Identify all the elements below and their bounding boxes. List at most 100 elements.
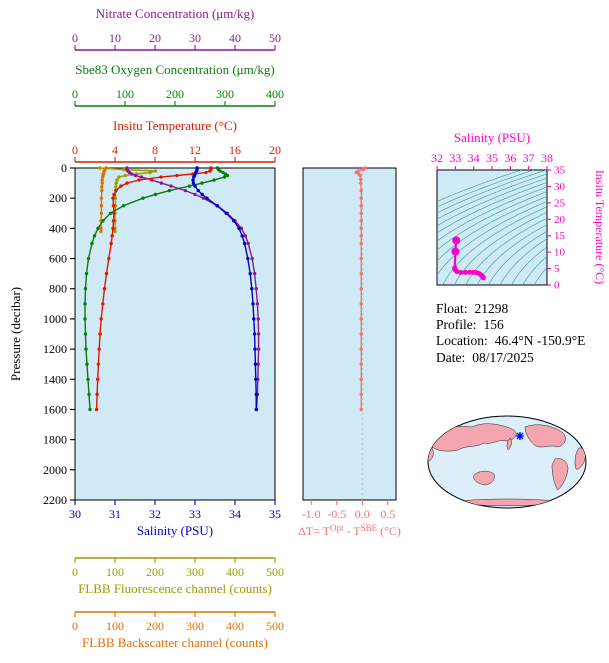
- oxygen-marker: [141, 196, 145, 200]
- temperature-tick-label: 0: [72, 143, 78, 157]
- temperature-marker: [104, 271, 109, 276]
- salinity-marker: [240, 234, 244, 238]
- fluorescence-marker: [98, 166, 102, 170]
- density-contour: [476, 224, 547, 285]
- delta-t-marker: [359, 392, 363, 397]
- location-value: 46.4°N -150.9°E: [494, 333, 586, 349]
- nitrate-marker: [256, 332, 261, 336]
- pressure-tick-label: 1600: [43, 402, 67, 416]
- temperature-tick-label: 20: [269, 143, 281, 157]
- salinity-marker: [232, 219, 236, 223]
- oxygen-tick-label: 200: [166, 87, 184, 101]
- landmass-greenland: [565, 423, 575, 432]
- profile-info-row: Profile: 156: [436, 317, 585, 333]
- nitrate-marker: [169, 184, 173, 188]
- delta-t-marker: [359, 256, 363, 261]
- delta-t-marker: [359, 226, 363, 231]
- delta-t-marker: [359, 302, 363, 306]
- backscatter-tick-label: 500: [266, 619, 284, 633]
- map-land-group: [428, 423, 586, 506]
- oxygen-tick-label: 100: [116, 87, 134, 101]
- oxygen-tick-label: 400: [266, 87, 284, 101]
- temperature-marker: [175, 173, 179, 178]
- salinity-marker: [191, 178, 195, 182]
- nitrate-marker: [256, 317, 260, 321]
- ts-salinity-tick-label: 37: [523, 151, 535, 165]
- nitrate-marker: [193, 192, 197, 197]
- salinity-tick-label: 30: [69, 507, 81, 521]
- pressure-tick-label: 1800: [43, 433, 67, 447]
- oxygen-marker: [187, 184, 192, 188]
- temperature-marker: [107, 256, 111, 261]
- fluorescence-tick-label: 100: [106, 565, 124, 579]
- ts-marker: [480, 275, 486, 281]
- temperature-tick-label: 4: [112, 143, 118, 157]
- landmass-south-america: [551, 458, 569, 491]
- landmass-eurasia: [429, 423, 517, 452]
- temperature-marker: [119, 184, 123, 188]
- density-contour: [465, 217, 547, 285]
- density-contour: [499, 238, 547, 285]
- oxygen-marker: [167, 188, 172, 193]
- date-label: Date:: [436, 349, 466, 365]
- oxygen-marker: [212, 178, 216, 182]
- salinity-marker: [196, 188, 200, 193]
- ts-salinity-tick-label: 35: [486, 151, 498, 165]
- delta-t-plot: -1.0 -0.5 0.0 0.5 ΔT= TOpt - TSBE (°C): [298, 166, 401, 538]
- fluorescence-tick-label: 0: [72, 565, 78, 579]
- oxygen-marker: [218, 169, 222, 173]
- oxygen-marker: [87, 392, 91, 397]
- oxygen-marker: [85, 362, 89, 366]
- landmass-australia: [473, 470, 495, 486]
- temperature-marker: [109, 241, 113, 246]
- density-contour: [437, 170, 522, 202]
- salinity-marker: [253, 362, 258, 366]
- density-contour: [437, 182, 547, 234]
- ts-salinity-axis-title: Salinity (PSU): [454, 130, 530, 145]
- temperature-tick-label: 12: [189, 143, 201, 157]
- fluorescence-marker: [114, 185, 118, 189]
- float-label: Float:: [436, 301, 468, 316]
- nitrate-tick-label: 20: [149, 31, 161, 45]
- salinity-marker: [205, 196, 209, 200]
- salinity-tick-label: 31: [109, 507, 121, 521]
- temperature-marker: [112, 192, 116, 197]
- oxygen-marker: [83, 287, 88, 291]
- salinity-marker: [252, 332, 257, 336]
- ts-temperature-axis-label: Insitu Temperature (°C): [593, 170, 607, 284]
- location-info-row: Location: 46.4°N -150.9°E: [436, 333, 585, 349]
- oxygen-marker: [96, 226, 100, 231]
- oxygen-marker: [101, 219, 105, 223]
- ts-marker: [462, 269, 468, 275]
- backscatter-marker: [100, 181, 104, 185]
- ts-salinity-tick-label: 32: [431, 151, 443, 165]
- fluorescence-tick-label: 500: [266, 565, 284, 579]
- ts-temperature-tick-label: 15: [554, 230, 566, 242]
- temperature-marker: [101, 302, 105, 306]
- fluorescence-marker: [115, 178, 119, 182]
- oxygen-marker: [108, 211, 113, 215]
- temperature-marker: [99, 317, 103, 321]
- salinity-marker: [246, 256, 250, 261]
- ts-salinity-tick-label: 36: [504, 151, 516, 165]
- density-contour: [437, 186, 547, 242]
- delta-t-marker: [359, 347, 363, 351]
- backscatter-marker: [99, 196, 104, 200]
- fluorescence-marker: [113, 229, 117, 234]
- salinity-marker: [200, 192, 204, 197]
- nitrate-marker: [243, 234, 248, 238]
- nitrate-marker: [183, 188, 188, 193]
- oxygen-marker: [83, 332, 88, 336]
- ts-marker: [451, 247, 460, 256]
- temperature-tick-label: 8: [152, 143, 158, 157]
- fluorescence-tick-label: 300: [186, 565, 204, 579]
- pressure-tick-label: 200: [49, 191, 67, 205]
- density-contour: [488, 230, 547, 285]
- fluorescence-marker: [123, 173, 128, 178]
- oxygen-marker: [88, 407, 92, 412]
- temperature-marker: [114, 188, 118, 193]
- nitrate-marker: [159, 181, 164, 185]
- float-location-marker: [516, 432, 524, 440]
- nitrate-marker: [256, 347, 261, 351]
